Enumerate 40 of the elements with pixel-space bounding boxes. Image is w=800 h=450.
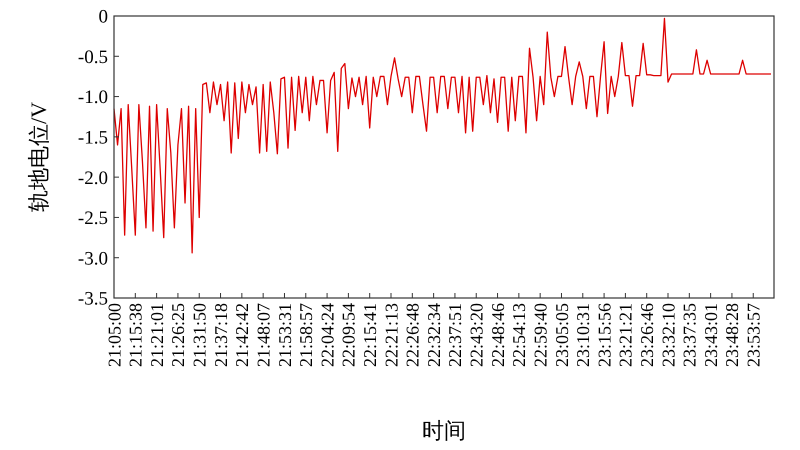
x-tick-label: 21:58:57 — [296, 303, 316, 368]
x-tick-label: 23:32:10 — [658, 303, 678, 368]
x-tick-label: 21:42:42 — [232, 303, 252, 368]
x-tick-label: 23:43:01 — [700, 303, 721, 368]
x-tick-label: 22:21:13 — [381, 303, 402, 368]
y-axis-title: 轨地电位/V — [26, 102, 51, 212]
x-tick-label: 22:37:51 — [445, 303, 466, 368]
x-axis-title: 时间 — [422, 418, 466, 443]
x-tick-label: 22:48:46 — [488, 303, 508, 368]
x-tick-label: 23:53:57 — [744, 303, 764, 368]
x-tick-label: 21:31:50 — [190, 303, 210, 368]
x-tick-label: 21:21:01 — [146, 303, 167, 368]
x-tick-label: 23:48:28 — [722, 303, 742, 368]
x-tick-label: 22:09:54 — [338, 303, 359, 368]
x-tick-label: 21:53:31 — [274, 303, 295, 368]
y-tick-label: -0.5 — [78, 46, 108, 68]
y-tick-label: -1.0 — [78, 87, 108, 108]
y-tick-label: -2.0 — [78, 168, 108, 189]
x-tick-label: 22:54:13 — [509, 303, 530, 368]
x-tick-label: 22:32:34 — [424, 303, 444, 368]
x-tick-label: 21:37:18 — [210, 303, 231, 368]
y-tick-label: -1.5 — [78, 128, 108, 149]
x-tick-label: 23:37:35 — [680, 303, 700, 368]
x-tick-label: 22:43:20 — [466, 303, 487, 368]
x-tick-label: 21:48:07 — [253, 303, 274, 368]
x-tick-label: 22:59:40 — [530, 303, 550, 368]
x-tick-label: 23:15:56 — [594, 303, 614, 368]
x-tick-label: 23:05:05 — [552, 303, 572, 368]
y-tick-label: -2.5 — [78, 208, 108, 230]
y-tick-label: -3.0 — [78, 248, 108, 270]
line-series — [113, 18, 772, 254]
x-tick-label: 23:21:21 — [616, 303, 636, 368]
x-tick-label: 22:04:24 — [317, 303, 338, 368]
x-tick-label: 22:26:48 — [402, 303, 423, 368]
y-tick-label: 0 — [98, 6, 108, 28]
x-tick-label: 23:26:46 — [637, 303, 658, 368]
x-tick-label: 21:26:25 — [168, 303, 188, 368]
x-tick-label: 23:10:31 — [573, 303, 594, 368]
x-tick-label: 22:15:41 — [360, 303, 380, 368]
x-tick-label: 21:15:38 — [126, 303, 146, 368]
